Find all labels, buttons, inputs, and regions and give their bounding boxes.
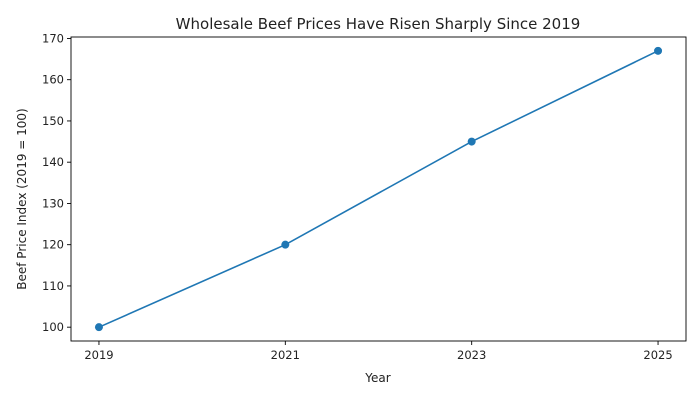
data-point (94, 323, 103, 332)
y-tick-label: 170 (42, 31, 64, 45)
y-tick-label: 120 (42, 238, 64, 252)
axes-frame (70, 36, 687, 342)
data-point (281, 240, 290, 249)
y-tick-label: 110 (42, 279, 64, 293)
y-tick-label: 130 (42, 196, 64, 210)
chart-title: Wholesale Beef Prices Have Risen Sharply… (176, 15, 581, 33)
x-tick-label: 2023 (457, 348, 486, 362)
y-axis-label: Beef Price Index (2019 = 100) (15, 108, 29, 289)
x-axis-label: Year (364, 371, 390, 385)
x-tick-label: 2019 (84, 348, 113, 362)
y-tick-label: 140 (42, 155, 64, 169)
data-point (654, 46, 663, 55)
x-tick-label: 2025 (643, 348, 672, 362)
y-tick-label: 160 (42, 73, 64, 87)
series-line (98, 50, 659, 328)
x-tick-label: 2021 (271, 348, 300, 362)
y-tick-label: 100 (42, 320, 64, 334)
data-point (467, 137, 476, 146)
y-tick-label: 150 (42, 114, 64, 128)
plot-area: 2019 2021 2023 2025 100 110 120 130 140 150 160 170 (42, 31, 687, 362)
